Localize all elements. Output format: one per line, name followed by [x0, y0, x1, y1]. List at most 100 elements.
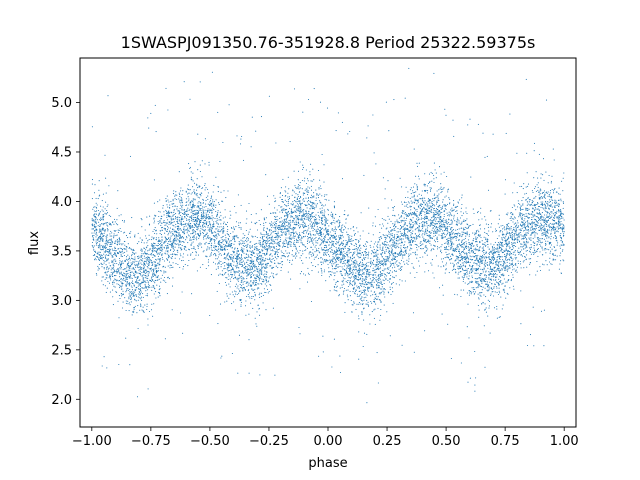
data-point: [186, 237, 188, 239]
data-point: [525, 199, 528, 201]
data-point: [361, 265, 363, 268]
data-point: [225, 240, 227, 242]
data-point: [287, 216, 289, 219]
data-point: [333, 250, 335, 252]
data-point: [193, 234, 195, 236]
data-point: [344, 210, 346, 212]
data-point: [301, 260, 303, 262]
data-point: [293, 245, 295, 247]
data-point: [195, 251, 197, 253]
data-point: [392, 209, 394, 211]
data-point: [141, 309, 143, 311]
data-point: [168, 241, 170, 243]
data-point: [534, 232, 536, 234]
data-point: [270, 238, 272, 240]
data-point: [532, 251, 534, 253]
data-point: [451, 207, 453, 209]
data-point: [115, 260, 117, 262]
data-point: [195, 209, 197, 211]
data-point: [516, 192, 518, 194]
data-point: [202, 229, 204, 231]
data-point: [416, 257, 418, 259]
data-point: [129, 272, 131, 274]
data-point: [275, 230, 277, 232]
data-point: [464, 228, 466, 230]
data-point: [555, 222, 557, 224]
data-point: [227, 238, 229, 240]
data-point: [359, 298, 361, 300]
data-point: [187, 219, 189, 221]
data-point: [499, 247, 501, 249]
data-point: [268, 259, 270, 261]
data-point: [312, 202, 314, 205]
data-point: [204, 184, 206, 187]
data-point: [265, 271, 267, 273]
data-point: [193, 214, 195, 216]
data-point: [104, 230, 106, 232]
data-point: [556, 244, 558, 246]
data-point: [106, 241, 108, 243]
data-point: [407, 196, 409, 198]
data-point: [302, 224, 304, 226]
data-point: [300, 211, 302, 213]
data-point: [498, 257, 501, 259]
data-point: [519, 223, 522, 225]
data-point: [404, 280, 406, 282]
data-point: [373, 309, 375, 311]
data-point: [227, 270, 229, 272]
data-point: [514, 217, 517, 219]
data-point: [415, 209, 417, 211]
data-point: [520, 234, 522, 236]
data-point: [293, 239, 296, 242]
data-point: [388, 253, 390, 255]
data-point: [374, 255, 376, 258]
data-point: [412, 224, 414, 226]
data-point: [202, 199, 204, 201]
data-point: [437, 265, 439, 267]
data-point: [236, 234, 238, 236]
data-point: [452, 247, 454, 250]
data-point: [490, 294, 492, 297]
data-point: [538, 153, 540, 155]
data-point: [490, 226, 492, 228]
data-point: [125, 280, 127, 282]
data-point: [264, 273, 266, 275]
data-point: [131, 286, 133, 288]
data-point: [377, 266, 379, 268]
data-point: [203, 235, 205, 237]
data-point: [483, 264, 485, 266]
data-point: [441, 313, 443, 315]
data-point: [537, 236, 539, 239]
data-point: [332, 268, 334, 270]
data-point: [152, 285, 154, 287]
data-point: [363, 332, 366, 334]
data-point: [341, 248, 343, 250]
data-point: [301, 202, 303, 204]
data-point: [228, 243, 230, 245]
data-point: [415, 228, 417, 230]
data-point: [403, 231, 405, 233]
data-point: [456, 294, 458, 296]
data-point: [366, 402, 368, 404]
data-point: [315, 199, 317, 202]
data-point: [403, 230, 406, 232]
data-point: [288, 188, 290, 190]
data-point: [338, 224, 341, 226]
data-point: [208, 161, 210, 163]
data-point: [302, 211, 304, 213]
data-point: [241, 275, 243, 277]
data-point: [134, 258, 136, 260]
data-point: [127, 266, 129, 268]
data-point: [130, 298, 132, 300]
data-point: [254, 246, 256, 248]
data-point: [275, 265, 277, 267]
data-point: [480, 257, 482, 259]
data-point: [351, 311, 353, 313]
data-point: [141, 263, 143, 266]
data-point: [153, 220, 156, 222]
data-point: [107, 230, 109, 232]
data-point: [104, 228, 106, 231]
data-point: [308, 253, 310, 255]
data-point: [103, 232, 105, 235]
data-point: [349, 279, 351, 282]
